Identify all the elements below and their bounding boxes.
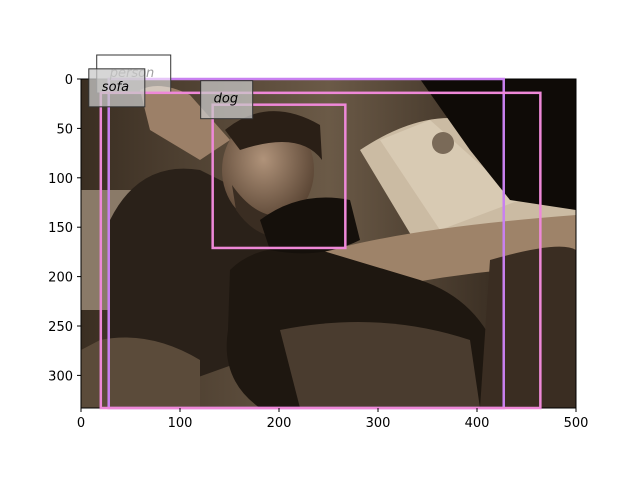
x-tick-label: 500	[564, 416, 589, 431]
y-tick-label: 0	[65, 73, 73, 88]
y-tick-label: 100	[48, 172, 73, 187]
y-tick-label: 250	[48, 320, 73, 335]
detection-sofa: sofa	[88, 68, 542, 410]
bounding-box	[211, 103, 347, 250]
x-tick-label: 300	[366, 416, 391, 431]
x-tick-label: 0	[77, 416, 85, 431]
y-tick-label: 200	[48, 271, 73, 286]
detection-label: dog	[214, 92, 238, 107]
x-tick-label: 200	[267, 416, 292, 431]
y-axis: 0 50 100 150 200 250 300	[48, 73, 81, 384]
x-axis: 0 100 200 300 400 500	[77, 408, 589, 431]
label-box	[88, 68, 146, 108]
x-tick-label: 400	[465, 416, 490, 431]
y-tick-label: 150	[48, 221, 73, 236]
detection-label: sofa	[102, 80, 129, 95]
x-tick-label: 100	[168, 416, 193, 431]
bounding-box	[99, 91, 542, 410]
photo	[81, 79, 576, 408]
detection-dog: dog	[200, 80, 347, 250]
label-box	[200, 80, 254, 120]
y-tick-label: 300	[48, 369, 73, 384]
detection-layer: personsofadog	[88, 54, 542, 410]
y-tick-label: 50	[56, 122, 73, 137]
